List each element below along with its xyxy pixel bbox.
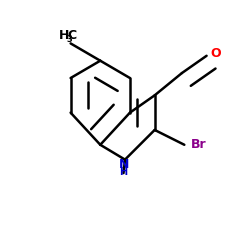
Text: H: H <box>120 167 128 177</box>
Text: N: N <box>119 158 130 170</box>
Text: Br: Br <box>190 138 206 151</box>
Text: O: O <box>210 47 221 60</box>
Text: 3: 3 <box>67 35 72 44</box>
Text: C: C <box>67 29 76 42</box>
Text: H: H <box>59 29 70 42</box>
